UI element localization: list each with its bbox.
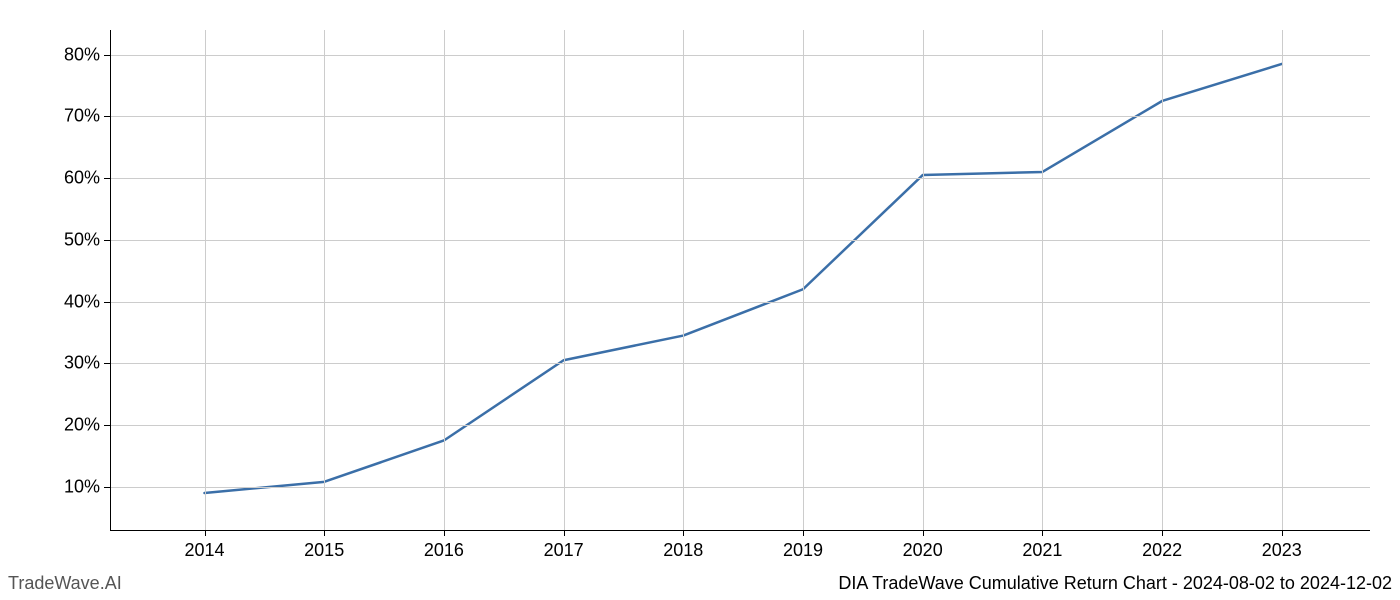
x-tick-label: 2018 (663, 540, 703, 561)
grid-line-vertical (1162, 30, 1163, 530)
grid-line-vertical (205, 30, 206, 530)
y-tick-label: 80% (55, 44, 100, 65)
y-tick-label: 50% (55, 229, 100, 250)
axis-spine-bottom (110, 530, 1370, 531)
x-tick-label: 2022 (1142, 540, 1182, 561)
grid-line-horizontal (110, 363, 1370, 364)
grid-line-vertical (1282, 30, 1283, 530)
x-tick-label: 2015 (304, 540, 344, 561)
grid-line-horizontal (110, 55, 1370, 56)
y-tick-label: 10% (55, 476, 100, 497)
y-tick-label: 70% (55, 106, 100, 127)
grid-line-vertical (444, 30, 445, 530)
grid-line-vertical (324, 30, 325, 530)
x-tick-label: 2020 (903, 540, 943, 561)
grid-line-horizontal (110, 178, 1370, 179)
y-tick-label: 40% (55, 291, 100, 312)
grid-line-horizontal (110, 302, 1370, 303)
x-tick-label: 2017 (544, 540, 584, 561)
chart-container: { "chart": { "type": "line", "background… (0, 0, 1400, 600)
grid-line-vertical (683, 30, 684, 530)
y-tick-label: 30% (55, 353, 100, 374)
grid-line-vertical (803, 30, 804, 530)
y-tick-label: 60% (55, 168, 100, 189)
grid-line-horizontal (110, 240, 1370, 241)
grid-line-vertical (923, 30, 924, 530)
axis-spine-left (110, 30, 111, 530)
grid-line-horizontal (110, 425, 1370, 426)
grid-line-vertical (564, 30, 565, 530)
y-tick-label: 20% (55, 415, 100, 436)
line-series (0, 0, 1400, 600)
x-tick-label: 2023 (1262, 540, 1302, 561)
grid-line-vertical (1042, 30, 1043, 530)
x-tick-label: 2016 (424, 540, 464, 561)
series-line (205, 64, 1282, 493)
x-tick-label: 2014 (184, 540, 224, 561)
footer-left-text: TradeWave.AI (8, 573, 122, 594)
footer-right-text: DIA TradeWave Cumulative Return Chart - … (838, 573, 1392, 594)
x-tick-label: 2019 (783, 540, 823, 561)
x-tick-label: 2021 (1022, 540, 1062, 561)
grid-line-horizontal (110, 487, 1370, 488)
grid-line-horizontal (110, 116, 1370, 117)
